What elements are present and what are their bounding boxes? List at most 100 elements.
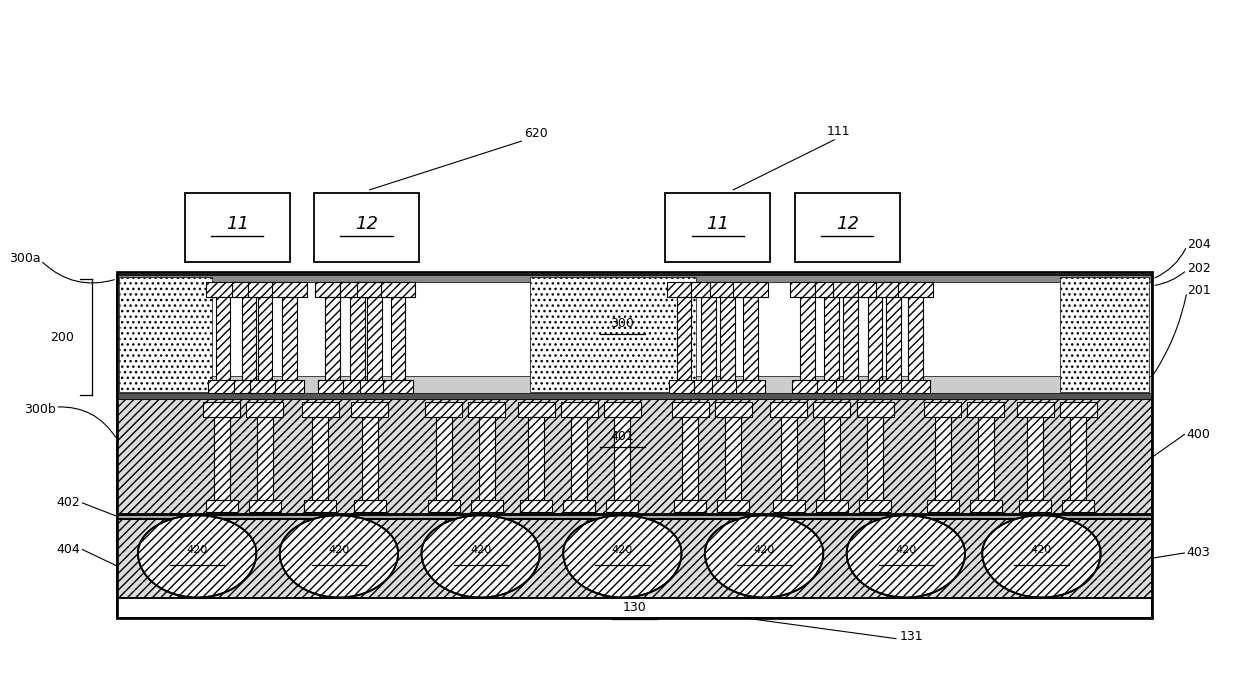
Bar: [861, 380, 890, 394]
Bar: [206, 499, 238, 512]
Bar: [825, 297, 839, 380]
Bar: [203, 402, 241, 418]
Text: 420: 420: [895, 545, 916, 555]
Bar: [816, 499, 848, 512]
Bar: [859, 499, 892, 512]
Bar: [117, 376, 1152, 394]
Bar: [614, 418, 630, 499]
Bar: [353, 499, 386, 512]
Text: 420: 420: [611, 545, 632, 555]
Bar: [257, 418, 273, 499]
Bar: [901, 380, 930, 394]
Bar: [714, 402, 751, 418]
Bar: [1017, 402, 1054, 418]
Bar: [815, 282, 849, 297]
Bar: [247, 402, 284, 418]
Bar: [242, 297, 257, 380]
Bar: [970, 499, 1002, 512]
Bar: [469, 402, 505, 418]
Bar: [117, 514, 1152, 519]
Text: 420: 420: [470, 545, 491, 555]
Text: 420: 420: [1030, 545, 1052, 555]
Bar: [119, 277, 212, 392]
Text: 131: 131: [900, 630, 924, 643]
Bar: [1070, 418, 1086, 499]
Text: 404: 404: [56, 543, 81, 556]
Bar: [773, 499, 805, 512]
Bar: [836, 380, 866, 394]
Bar: [325, 297, 340, 380]
Bar: [471, 499, 502, 512]
Bar: [315, 282, 350, 297]
Text: 12: 12: [836, 215, 859, 233]
Text: 202: 202: [1187, 262, 1210, 275]
Bar: [117, 399, 1152, 515]
Bar: [879, 380, 908, 394]
Bar: [234, 380, 264, 394]
Bar: [813, 402, 851, 418]
Bar: [702, 297, 715, 380]
Text: 11: 11: [226, 215, 249, 233]
Bar: [381, 282, 415, 297]
Bar: [216, 297, 231, 380]
Bar: [887, 297, 901, 380]
Bar: [666, 193, 770, 261]
Bar: [800, 297, 815, 380]
Text: 300b: 300b: [24, 402, 56, 416]
Bar: [529, 277, 697, 392]
Bar: [563, 499, 595, 512]
Bar: [250, 380, 280, 394]
Text: 300: 300: [610, 317, 635, 330]
Bar: [978, 418, 994, 499]
Bar: [304, 499, 336, 512]
Polygon shape: [563, 515, 682, 597]
Text: 130: 130: [622, 601, 646, 614]
Bar: [682, 418, 698, 499]
Bar: [877, 282, 910, 297]
Bar: [677, 297, 692, 380]
Bar: [1019, 499, 1052, 512]
Bar: [672, 402, 708, 418]
Bar: [283, 297, 296, 380]
Text: 11: 11: [707, 215, 729, 233]
Polygon shape: [280, 515, 398, 597]
Text: 200: 200: [50, 331, 74, 343]
Bar: [273, 282, 306, 297]
Bar: [719, 297, 734, 380]
Polygon shape: [138, 515, 257, 597]
Bar: [572, 418, 588, 499]
Bar: [743, 297, 758, 380]
Bar: [528, 418, 544, 499]
Bar: [362, 418, 378, 499]
Text: 620: 620: [523, 127, 548, 140]
Bar: [249, 499, 281, 512]
Bar: [560, 402, 598, 418]
Bar: [117, 519, 1152, 598]
Bar: [1060, 402, 1097, 418]
Bar: [383, 380, 413, 394]
Bar: [1063, 499, 1095, 512]
Bar: [823, 418, 839, 499]
Bar: [692, 282, 725, 297]
Bar: [520, 499, 552, 512]
Bar: [208, 380, 238, 394]
Bar: [248, 282, 283, 297]
Bar: [317, 380, 347, 394]
Bar: [858, 282, 893, 297]
Bar: [675, 499, 706, 512]
Bar: [606, 499, 639, 512]
Bar: [258, 297, 273, 380]
Bar: [924, 402, 961, 418]
Text: 12: 12: [355, 215, 378, 233]
Bar: [479, 418, 495, 499]
Bar: [795, 193, 900, 261]
Bar: [117, 275, 1152, 282]
Bar: [717, 499, 749, 512]
Bar: [694, 380, 723, 394]
Bar: [709, 282, 744, 297]
Bar: [967, 402, 1004, 418]
Bar: [926, 499, 959, 512]
Bar: [790, 282, 825, 297]
Text: 111: 111: [826, 125, 849, 138]
Polygon shape: [422, 515, 539, 597]
